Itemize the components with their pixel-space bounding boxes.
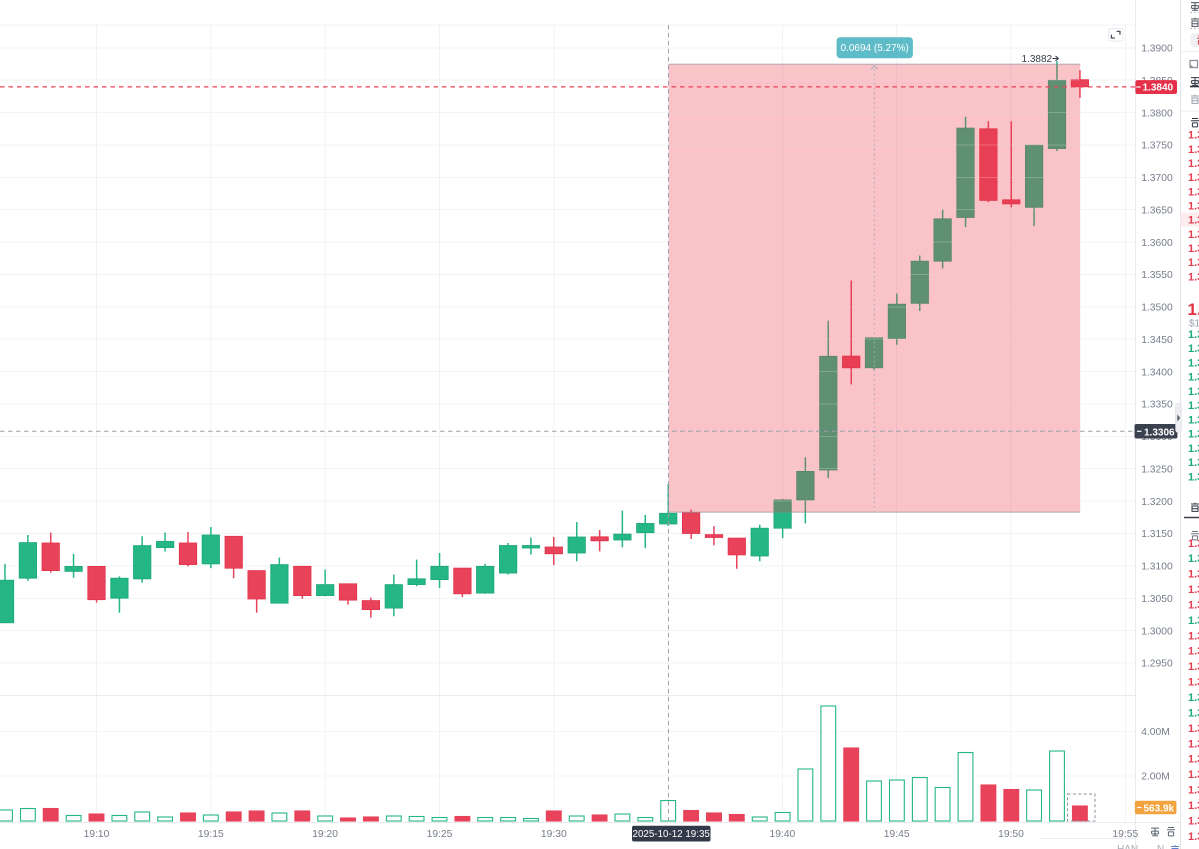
svg-text:1.38: 1.38 [1188, 130, 1199, 142]
svg-text:1.38: 1.38 [1188, 243, 1199, 255]
svg-text:1.38: 1.38 [1188, 386, 1199, 398]
svg-text:1.3000: 1.3000 [1141, 626, 1173, 637]
svg-text:1.3: 1.3 [1188, 300, 1199, 319]
svg-text:1.3882: 1.3882 [1022, 54, 1053, 65]
svg-text:19:10: 19:10 [84, 829, 110, 840]
svg-text:19:45: 19:45 [884, 829, 910, 840]
svg-text:1.38: 1.38 [1188, 257, 1199, 269]
svg-text:1.3450: 1.3450 [1141, 335, 1173, 346]
svg-text:1.38: 1.38 [1188, 400, 1199, 412]
svg-text:1.3350: 1.3350 [1141, 400, 1173, 411]
svg-text:$1.: $1. [1189, 319, 1199, 330]
svg-text:1.38: 1.38 [1188, 800, 1199, 812]
svg-text:1.38: 1.38 [1188, 144, 1199, 156]
svg-text:1.38: 1.38 [1188, 723, 1199, 735]
svg-text:1.38: 1.38 [1188, 646, 1199, 658]
svg-text:1.38: 1.38 [1188, 553, 1199, 565]
svg-text:N: N [1157, 844, 1164, 849]
svg-text:1.38: 1.38 [1188, 538, 1199, 550]
svg-text:1.3700: 1.3700 [1141, 173, 1173, 184]
svg-text:1.38: 1.38 [1188, 831, 1199, 843]
svg-text:1.3250: 1.3250 [1141, 464, 1173, 475]
svg-text:1.3050: 1.3050 [1141, 594, 1173, 605]
svg-text:1.3306: 1.3306 [1144, 427, 1175, 438]
svg-text:1.38: 1.38 [1188, 229, 1199, 241]
svg-text:1.3800: 1.3800 [1141, 108, 1173, 119]
svg-text:563.9k: 563.9k [1144, 803, 1175, 814]
svg-text:1.38: 1.38 [1188, 457, 1199, 469]
svg-text:1.38: 1.38 [1188, 815, 1199, 827]
svg-text:19:30: 19:30 [541, 829, 567, 840]
svg-text:1.3400: 1.3400 [1141, 367, 1173, 378]
svg-text:1.38: 1.38 [1188, 471, 1199, 483]
svg-text:1.38: 1.38 [1188, 630, 1199, 642]
svg-text:1.3100: 1.3100 [1141, 562, 1173, 573]
svg-text:HAN: HAN [1117, 844, 1138, 849]
svg-text:2.00M: 2.00M [1141, 772, 1170, 783]
svg-text:19:55: 19:55 [1112, 829, 1138, 840]
svg-text:1.38: 1.38 [1188, 172, 1199, 184]
svg-text:0.0694 (5.27%): 0.0694 (5.27%) [841, 43, 909, 54]
svg-text:1.3840: 1.3840 [1143, 83, 1174, 94]
svg-text:1.38: 1.38 [1188, 738, 1199, 750]
svg-text:19:40: 19:40 [770, 829, 796, 840]
svg-text:1.38: 1.38 [1188, 358, 1199, 370]
svg-text:1.3750: 1.3750 [1141, 141, 1173, 152]
svg-text:1.3150: 1.3150 [1141, 529, 1173, 540]
svg-text:1.38: 1.38 [1188, 569, 1199, 581]
svg-text:1.38: 1.38 [1188, 600, 1199, 612]
svg-text:1.38: 1.38 [1188, 215, 1199, 227]
svg-text:1.38: 1.38 [1188, 661, 1199, 673]
svg-text:1.38: 1.38 [1188, 443, 1199, 455]
svg-text:4.00M: 4.00M [1141, 727, 1170, 738]
svg-text:1.3600: 1.3600 [1141, 238, 1173, 249]
svg-text:1.3550: 1.3550 [1141, 270, 1173, 281]
svg-text:1.3200: 1.3200 [1141, 497, 1173, 508]
svg-text:1.3650: 1.3650 [1141, 205, 1173, 216]
svg-text:1.38: 1.38 [1188, 429, 1199, 441]
svg-text:1.3900: 1.3900 [1141, 44, 1173, 55]
svg-text:1.38: 1.38 [1188, 372, 1199, 384]
svg-text:1.38: 1.38 [1188, 677, 1199, 689]
svg-text:19:25: 19:25 [427, 829, 453, 840]
svg-text:1.38: 1.38 [1188, 158, 1199, 170]
svg-text:1.38: 1.38 [1188, 414, 1199, 426]
svg-text:1.38: 1.38 [1188, 271, 1199, 283]
svg-text:2025-10-12 19:35: 2025-10-12 19:35 [633, 829, 711, 840]
svg-text:1.38: 1.38 [1188, 707, 1199, 719]
svg-text:1.38: 1.38 [1188, 785, 1199, 797]
svg-text:1.38: 1.38 [1188, 329, 1199, 341]
svg-text:1.38: 1.38 [1188, 584, 1199, 596]
svg-text:1.38: 1.38 [1188, 692, 1199, 704]
svg-text:1.38: 1.38 [1188, 754, 1199, 766]
svg-text:1.38: 1.38 [1188, 343, 1199, 355]
svg-text:1.38: 1.38 [1188, 769, 1199, 781]
svg-text:19:15: 19:15 [198, 829, 224, 840]
svg-text:1.2950: 1.2950 [1141, 659, 1173, 670]
svg-text:1.38: 1.38 [1188, 615, 1199, 627]
svg-text:1.3500: 1.3500 [1141, 303, 1173, 314]
svg-text:1.38: 1.38 [1188, 186, 1199, 198]
svg-text:19:20: 19:20 [312, 829, 338, 840]
svg-text:19:50: 19:50 [998, 829, 1024, 840]
svg-text:1.38: 1.38 [1188, 200, 1199, 212]
